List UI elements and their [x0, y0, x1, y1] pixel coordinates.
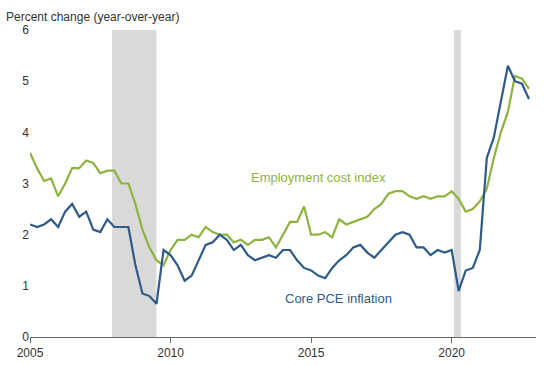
- svg-text:2005: 2005: [17, 346, 44, 360]
- svg-text:4: 4: [22, 126, 29, 140]
- svg-text:2015: 2015: [298, 346, 325, 360]
- svg-text:3: 3: [22, 177, 29, 191]
- svg-text:5: 5: [22, 74, 29, 88]
- svg-text:2: 2: [22, 228, 29, 242]
- svg-text:Percent change (year-over-year: Percent change (year-over-year): [6, 10, 179, 24]
- svg-text:1: 1: [22, 279, 29, 293]
- svg-text:2010: 2010: [157, 346, 184, 360]
- svg-text:2020: 2020: [438, 346, 465, 360]
- svg-text:Core PCE inflation: Core PCE inflation: [285, 291, 392, 306]
- svg-text:0: 0: [22, 330, 29, 344]
- svg-text:6: 6: [22, 23, 29, 37]
- svg-text:Employment cost index: Employment cost index: [251, 170, 386, 185]
